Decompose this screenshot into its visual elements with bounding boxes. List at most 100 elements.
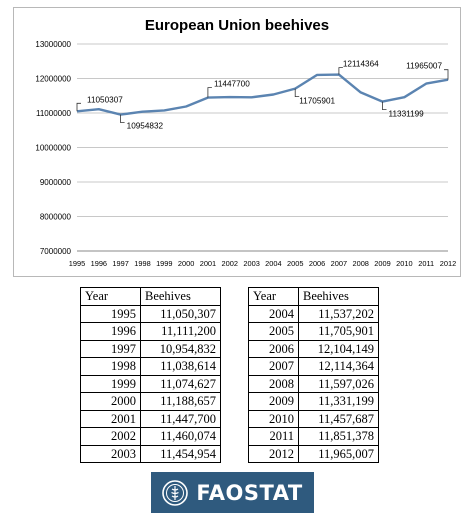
x-tick-label: 2007 — [331, 259, 347, 268]
table-row: 2005 11,705,901 — [248, 322, 379, 341]
x-tick-label: 2011 — [418, 259, 434, 268]
y-tick-label: 8000000 — [40, 213, 72, 222]
x-tick-label: 2008 — [352, 259, 368, 268]
year-cell: 2006 — [248, 339, 299, 358]
beehives-cell: 11,447,700 — [140, 409, 221, 428]
beehives-cell: 11,331,199 — [298, 392, 379, 411]
year-cell: 2005 — [248, 322, 299, 341]
year-cell: 1995 — [80, 304, 141, 323]
annotation-leader — [120, 114, 125, 123]
table-row: 2000 11,188,657 — [80, 392, 221, 411]
x-tick-label: 1996 — [91, 259, 107, 268]
year-cell: 2007 — [248, 357, 299, 376]
year-cell: 1999 — [80, 374, 141, 393]
year-cell: 2001 — [80, 409, 141, 428]
year-cell: 2010 — [248, 409, 299, 428]
beehives-cell: 11,965,007 — [298, 444, 379, 463]
beehives-cell: 11,705,901 — [298, 322, 379, 341]
faostat-logo-text: FAOSTAT — [196, 480, 303, 505]
table-row: 1999 11,074,627 — [80, 374, 221, 393]
series-line-beehives — [76, 73, 449, 116]
x-tick-label: 2009 — [374, 259, 390, 268]
table-row: 2002 11,460,074 — [80, 427, 221, 446]
header-beehives: Beehives — [140, 287, 221, 306]
x-tick-label: 2005 — [287, 259, 303, 268]
y-tick-label: 12000000 — [35, 75, 71, 84]
year-cell: 2002 — [80, 427, 141, 446]
year-cell: 2008 — [248, 374, 299, 393]
beehives-cell: 11,111,200 — [140, 322, 221, 341]
beehives-line-chart: European Union beehives 7000000 8000000 900… — [35, 17, 456, 268]
beehives-cell: 11,457,687 — [298, 409, 379, 428]
x-tick-label: 1995 — [69, 259, 85, 268]
x-tick-label: 2006 — [309, 259, 325, 268]
header-year: Year — [80, 287, 141, 306]
table-row: 2004 11,537,202 — [248, 304, 379, 323]
chart-title: European Union beehives — [145, 17, 329, 34]
beehives-cell: 11,074,627 — [140, 374, 221, 393]
table-row: 2009 11,331,199 — [248, 392, 379, 411]
x-tick-label: 2004 — [265, 259, 281, 268]
beehives-cell: 10,954,832 — [140, 339, 221, 358]
annotation-leader — [338, 67, 343, 75]
y-tick-label: 11000000 — [36, 109, 72, 118]
table-row: 2003 11,454,954 — [80, 444, 221, 463]
beehives-cell: 12,114,364 — [298, 357, 379, 376]
year-cell: 2000 — [80, 392, 141, 411]
beehives-cell: 11,597,026 — [298, 374, 379, 393]
table-row: 1998 11,038,614 — [80, 357, 221, 376]
table-row: 2010 11,457,687 — [248, 409, 379, 428]
table-row: 1995 11,050,307 — [80, 304, 221, 323]
data-label: 11050307 — [87, 95, 123, 104]
table-header-row: Year Beehives — [80, 287, 221, 306]
data-label: 11447700 — [214, 80, 250, 89]
fao-emblem-icon — [162, 479, 189, 506]
x-tick-label: 2012 — [440, 259, 456, 268]
beehives-cell: 11,851,378 — [298, 427, 379, 446]
table-row: 2008 11,597,026 — [248, 374, 379, 393]
header-beehives: Beehives — [298, 287, 379, 306]
beehives-cell: 11,050,307 — [140, 304, 221, 323]
x-tick-label: 1997 — [112, 259, 128, 268]
beehives-cell: 11,454,954 — [140, 444, 221, 463]
x-tick-label: 2003 — [243, 259, 259, 268]
beehives-table-left: Year Beehives 1995 11,050,307 1996 11,111,2… — [80, 287, 221, 463]
data-label: 10954832 — [127, 122, 164, 131]
header-year: Year — [248, 287, 299, 306]
chart-container: European Union beehives 7000000 8000000 900… — [13, 7, 461, 277]
beehives-cell: 11,460,074 — [140, 427, 221, 446]
beehives-cell: 11,038,614 — [140, 357, 221, 376]
table-header-row: Year Beehives — [248, 287, 379, 306]
annotation-leader — [444, 69, 449, 80]
data-label: 11705901 — [299, 97, 335, 106]
year-cell: 2004 — [248, 304, 299, 323]
year-cell: 1996 — [80, 322, 141, 341]
data-label: 11965007 — [406, 62, 442, 71]
data-label: 11331199 — [389, 110, 425, 119]
table-row: 2006 12,104,149 — [248, 339, 379, 358]
faostat-logo: FAOSTAT — [151, 472, 314, 513]
x-tick-label: 1999 — [156, 259, 172, 268]
table-row: 2007 12,114,364 — [248, 357, 379, 376]
year-cell: 2009 — [248, 392, 299, 411]
x-tick-label: 2010 — [396, 259, 412, 268]
beehives-cell: 11,188,657 — [140, 392, 221, 411]
y-tick-label: 7000000 — [40, 247, 72, 256]
year-cell: 1997 — [80, 339, 141, 358]
annotation-leader — [207, 87, 212, 98]
year-cell: 1998 — [80, 357, 141, 376]
x-tick-label: 2002 — [222, 259, 238, 268]
y-tick-label: 10000000 — [35, 144, 71, 153]
table-row: 2001 11,447,700 — [80, 409, 221, 428]
year-cell: 2003 — [80, 444, 141, 463]
table-row: 1997 10,954,832 — [80, 339, 221, 358]
beehives-table-right: Year Beehives 2004 11,537,202 2005 11,705,9… — [248, 287, 379, 463]
annotation-leader — [294, 88, 300, 97]
beehives-cell: 12,104,149 — [298, 339, 379, 358]
y-tick-label: 13000000 — [35, 40, 71, 49]
table-row: 1996 11,111,200 — [80, 322, 221, 341]
y-tick-label: 9000000 — [40, 178, 72, 187]
x-tick-label: 2000 — [178, 259, 194, 268]
table-row: 2012 11,965,007 — [248, 444, 379, 463]
beehives-cell: 11,537,202 — [298, 304, 379, 323]
